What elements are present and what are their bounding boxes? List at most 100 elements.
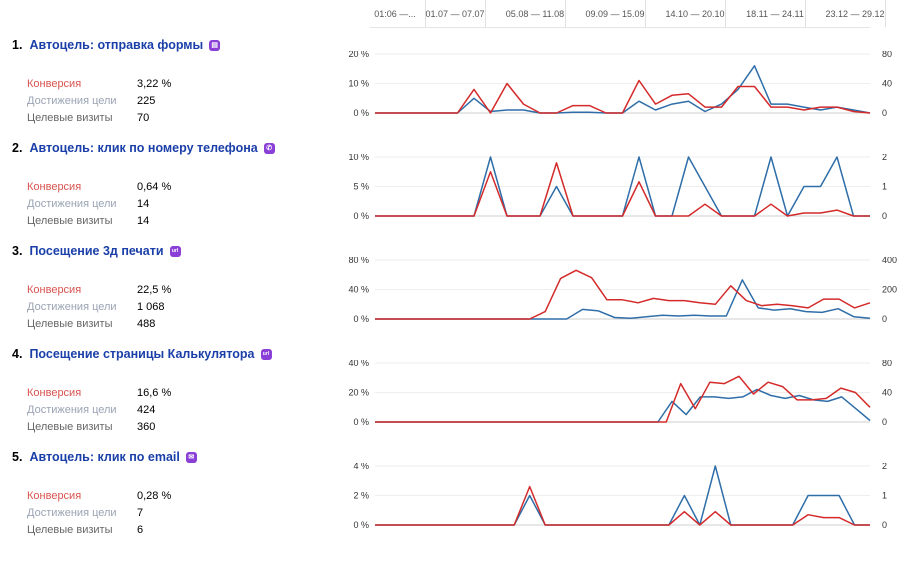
date-tick: [885, 0, 886, 27]
goal-chart: 40 % 80 20 % 40 0 % 0: [330, 358, 900, 460]
conversion-series-line: [375, 485, 870, 526]
visits-series-line: [375, 65, 871, 114]
y-tick-label-right: 200: [882, 285, 897, 295]
chart-svg: 20 % 80 10 % 40 0 % 0: [348, 49, 892, 118]
metric-label: Достижения цели: [27, 198, 117, 210]
visits-series-line: [375, 388, 871, 423]
goal-title-text: Автоцель: отправка формы: [29, 38, 204, 52]
goal-chart: 80 % 400 40 % 200 0 % 0: [330, 255, 900, 357]
conversion-series-line: [375, 79, 871, 114]
goal-title-text: Автоцель: клик по email: [29, 450, 180, 464]
y-tick-label-left: 5 %: [353, 182, 369, 192]
metric-value: 14: [137, 198, 150, 210]
y-tick-label-right: 400: [882, 257, 897, 265]
metric-value: 7: [137, 507, 144, 519]
metric-label: Целевые визиты: [27, 318, 113, 330]
metric-value: 14: [137, 215, 150, 227]
y-tick-label-left: 0 %: [353, 211, 369, 221]
date-tick: [645, 0, 646, 27]
metric-value: 1 068: [137, 301, 165, 313]
metric-value: 3,22 %: [137, 78, 172, 90]
y-tick-label-left: 20 %: [348, 51, 369, 59]
url-icon: url: [260, 348, 272, 360]
y-tick-label-right: 0: [882, 520, 887, 530]
conversion-series-line: [375, 375, 871, 423]
goal-title-link[interactable]: 2. Автоцель: клик по номеру телефона ✆: [12, 141, 275, 155]
goal-title-text: Посещение 3д печати: [29, 244, 164, 258]
date-tick: [725, 0, 726, 27]
goal-title-text: Автоцель: клик по номеру телефона: [29, 141, 258, 155]
date-tick: [565, 0, 566, 27]
metric-value: 22,5 %: [137, 284, 172, 296]
y-tick-label-right: 0: [882, 211, 887, 221]
chart-svg: 80 % 400 40 % 200 0 % 0: [348, 255, 897, 324]
conversion-series-line: [375, 162, 870, 217]
metric-value: 16,6 %: [137, 387, 172, 399]
url-icon: url: [169, 245, 181, 257]
metric-label: Достижения цели: [27, 404, 117, 416]
date-tick: [805, 0, 806, 27]
y-tick-label-left: 10 %: [348, 154, 369, 162]
date-range-label: 05.08 — 11.08: [505, 9, 565, 19]
y-tick-label-right: 1: [882, 182, 887, 192]
y-tick-label-left: 0 %: [353, 520, 369, 530]
goal-title-link[interactable]: 4. Посещение страницы Калькулятора url: [12, 347, 272, 361]
goal-chart: 20 % 80 10 % 40 0 % 0: [330, 49, 900, 151]
y-tick-label-right: 40: [882, 79, 892, 89]
metric-value: 70: [137, 112, 150, 124]
metric-label: Конверсия: [27, 284, 82, 296]
metric-label: Целевые визиты: [27, 524, 113, 536]
goal-number: 5.: [12, 450, 23, 464]
date-range-label: 09.09 — 15.09: [585, 9, 645, 19]
y-tick-label-left: 40 %: [348, 285, 369, 295]
y-tick-label-left: 20 %: [348, 388, 369, 398]
y-tick-label-right: 80: [882, 51, 892, 59]
metric-label: Целевые визиты: [27, 215, 113, 227]
goal-title-link[interactable]: 1. Автоцель: отправка формы ▤: [12, 38, 221, 52]
date-range-header: 01:06 —... 01.07 — 07.07 05.08 — 11.08 09.0…: [370, 0, 886, 28]
metric-label: Конверсия: [27, 490, 82, 502]
goal-row: 4. Посещение страницы Калькулятора url Конв…: [0, 347, 340, 450]
metric-label: Целевые визиты: [27, 112, 113, 124]
goal-title-link[interactable]: 3. Посещение 3д печати url: [12, 244, 181, 258]
metric-value: 488: [137, 318, 156, 330]
y-tick-label-right: 0: [882, 417, 887, 427]
metric-value: 6: [137, 524, 144, 536]
goal-number: 2.: [12, 141, 23, 155]
y-tick-label-right: 0: [882, 108, 887, 118]
goal-number: 3.: [12, 244, 23, 258]
email-icon: ✉: [185, 451, 197, 463]
y-tick-label-left: 80 %: [348, 257, 369, 265]
date-range-label: 01.07 — 07.07: [425, 9, 485, 19]
goal-row: 2. Автоцель: клик по номеру телефона ✆ Конв…: [0, 141, 340, 244]
goal-chart: 4 % 2 2 % 1 0 % 0: [330, 461, 900, 563]
chart-svg: 4 % 2 2 % 1 0 % 0: [353, 461, 887, 530]
metric-label: Конверсия: [27, 78, 82, 90]
date-tick: [425, 0, 426, 27]
date-tick: [485, 0, 486, 27]
y-tick-label-left: 0 %: [353, 108, 369, 118]
goal-row: 1. Автоцель: отправка формы ▤ Конверсия 3,22…: [0, 38, 340, 141]
goal-number: 1.: [12, 38, 23, 52]
goal-row: 5. Автоцель: клик по email ✉ Конверсия 0,28 …: [0, 450, 340, 553]
metric-label: Целевые визиты: [27, 421, 113, 433]
y-tick-label-left: 4 %: [353, 463, 369, 471]
y-tick-label-left: 10 %: [348, 79, 369, 89]
y-tick-label-left: 0 %: [353, 417, 369, 427]
y-tick-label-left: 2 %: [353, 491, 369, 501]
metric-value: 424: [137, 404, 156, 416]
y-tick-label-left: 0 %: [353, 314, 369, 324]
metric-label: Конверсия: [27, 181, 82, 193]
y-tick-label-right: 0: [882, 314, 887, 324]
date-range-label: 14.10 — 20.10: [665, 9, 725, 19]
y-tick-label-right: 2: [882, 154, 887, 162]
y-tick-label-right: 80: [882, 360, 892, 368]
date-range-label: 23.12 — 29.12: [825, 9, 885, 19]
goal-number: 4.: [12, 347, 23, 361]
y-tick-label-right: 40: [882, 388, 892, 398]
y-tick-label-left: 40 %: [348, 360, 369, 368]
chart-svg: 40 % 80 20 % 40 0 % 0: [348, 358, 892, 427]
goal-title-link[interactable]: 5. Автоцель: клик по email ✉: [12, 450, 197, 464]
goal-title-text: Посещение страницы Калькулятора: [29, 347, 255, 361]
metric-value: 0,64 %: [137, 181, 172, 193]
